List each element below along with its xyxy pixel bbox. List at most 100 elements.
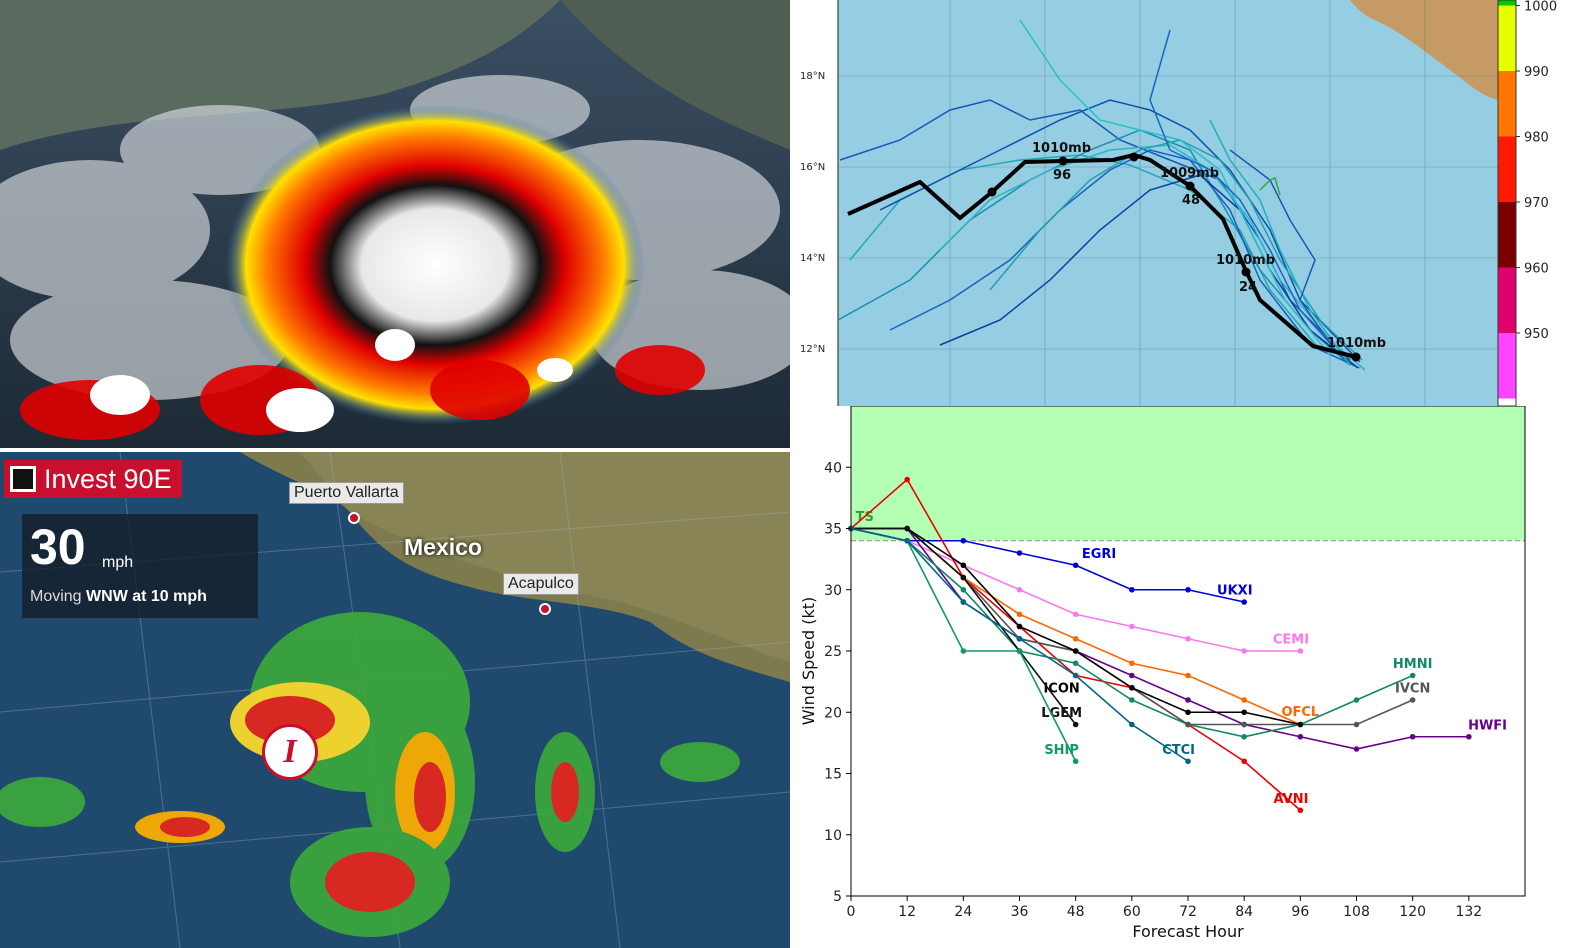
- city-label-acapulco: Acapulco: [503, 573, 579, 595]
- data-point: [1185, 586, 1191, 593]
- data-point: [960, 648, 967, 654]
- colorbar-segment: [1498, 202, 1516, 268]
- intensity-chart-svg: TS EGRIUKXICEMIAVNIOFCLHWFIHMNIIVCNICONL…: [799, 406, 1526, 941]
- data-point: [1297, 733, 1304, 740]
- data-point: [1016, 635, 1023, 642]
- city-label-puerto-vallarta: Puerto Vallarta: [289, 482, 404, 504]
- x-tick-label: 108: [1343, 904, 1370, 920]
- data-point: [1129, 721, 1135, 728]
- data-point: [1016, 550, 1023, 556]
- x-tick-label: 24: [954, 904, 972, 920]
- series-label: IVCN: [1395, 682, 1430, 697]
- colorbar-segment: [1498, 136, 1516, 202]
- series-icon: ICON: [848, 525, 1304, 728]
- radar-map: Invest 90E 30 mph Moving WNW at 10 mph P…: [0, 452, 790, 948]
- movement-value: WNW at 10 mph: [86, 588, 207, 605]
- series-cemi: CEMI: [848, 525, 1309, 654]
- y-tick-label: 5: [833, 889, 842, 905]
- wind-speed-unit: mph: [102, 554, 134, 571]
- colorbar-segment: [1498, 333, 1516, 399]
- mexico-land: [560, 0, 790, 150]
- data-point: [1072, 672, 1079, 679]
- country-label: Mexico: [404, 534, 482, 560]
- data-point: [1129, 586, 1135, 593]
- data-point: [1129, 672, 1135, 679]
- data-point: [1466, 733, 1472, 740]
- storm-symbol-icon: I: [262, 724, 318, 780]
- data-point: [960, 586, 967, 593]
- data-point: [1353, 746, 1360, 752]
- x-tick-label: 36: [1011, 904, 1029, 920]
- x-tick-label: 12: [898, 904, 916, 920]
- y-tick-label: 30: [824, 583, 842, 599]
- data-point: [1016, 586, 1023, 593]
- storm-convection: [225, 105, 645, 425]
- data-point: [1297, 807, 1304, 814]
- series-lgem: LGEM: [848, 525, 1082, 728]
- data-point: [1129, 623, 1135, 630]
- data-point: [1353, 697, 1360, 703]
- x-tick-label: 84: [1235, 904, 1253, 920]
- data-point: [1072, 660, 1079, 667]
- data-point: [960, 562, 967, 569]
- data-point: [1241, 721, 1247, 728]
- lat-label: 14°N: [800, 253, 825, 264]
- storm-name: Invest 90E: [44, 463, 172, 494]
- data-point: [1241, 697, 1247, 703]
- data-point: [960, 574, 967, 581]
- y-tick-label: 20: [824, 705, 842, 721]
- data-point: [1072, 611, 1079, 618]
- data-point: [1409, 672, 1416, 679]
- track-map-svg: 18°N 16°N 14°N 12°N 1010mb: [800, 0, 1557, 406]
- x-tick-label: 132: [1455, 904, 1482, 920]
- data-point: [1409, 697, 1416, 703]
- series-label: CEMI: [1273, 633, 1309, 648]
- x-tick-label: 96: [1291, 904, 1309, 920]
- data-point: [1185, 758, 1191, 765]
- data-point: [1072, 721, 1079, 728]
- data-point: [904, 525, 910, 532]
- ocean-area: [838, 0, 1498, 406]
- data-point: [1185, 672, 1191, 679]
- series-line: [851, 527, 1469, 750]
- x-tick-label: 120: [1399, 904, 1426, 920]
- series-label: HMNI: [1393, 657, 1433, 672]
- data-point: [1185, 635, 1191, 642]
- data-point: [1016, 648, 1023, 654]
- x-tick-label: 60: [1123, 904, 1141, 920]
- intensity-chart: TS EGRI UKXI CEMI AVNI OFCL HWFI HMNI IVCN ICON L…: [790, 406, 1572, 948]
- track-pressure-label: 1009mb: [1160, 166, 1219, 181]
- ensemble-tracks: [837, 19, 1366, 371]
- stop-icon: [10, 466, 36, 492]
- data-point: [1129, 697, 1135, 703]
- series-line: [850, 527, 1189, 762]
- series-label: CTCI: [1162, 743, 1195, 758]
- data-point: [1072, 758, 1079, 765]
- y-tick-label: 10: [824, 828, 842, 844]
- city-marker-icon: [348, 512, 360, 524]
- tropical-storm-band: [851, 406, 1525, 541]
- colorbar-segment: [1498, 5, 1516, 71]
- data-point: [1016, 611, 1023, 618]
- data-point: [1185, 697, 1191, 703]
- colorbar-label: 990: [1524, 65, 1549, 80]
- lat-label: 18°N: [800, 71, 825, 82]
- data-point: [1353, 721, 1360, 728]
- track-pressure-label: 1010mb: [1327, 336, 1386, 351]
- track-hour-label: 24: [1239, 280, 1257, 295]
- data-point: [1129, 660, 1135, 667]
- radar-render: [0, 452, 790, 948]
- data-point: [1072, 562, 1079, 569]
- data-point: [1241, 733, 1247, 740]
- data-point: [1297, 648, 1304, 654]
- series-label: UKXI: [1217, 584, 1253, 599]
- data-point: [1241, 599, 1247, 605]
- colorbar-label: 950: [1524, 327, 1549, 342]
- data-point: [1072, 648, 1079, 654]
- data-point: [960, 599, 967, 605]
- series-label: AVNI: [1273, 792, 1308, 807]
- satellite-image: [0, 0, 790, 448]
- series-ivcn: IVCN: [848, 525, 1430, 728]
- series-ukxi: UKXI: [1217, 584, 1253, 599]
- data-point: [1185, 709, 1191, 716]
